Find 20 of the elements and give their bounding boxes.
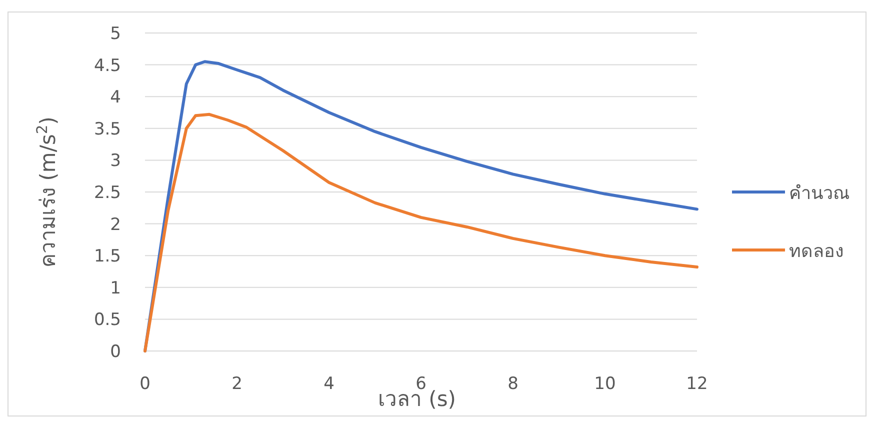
y-tick-label: 4.5 [94, 56, 121, 76]
y-tick-label: 0.5 [94, 310, 121, 330]
y-tick-label: 2.5 [94, 183, 121, 203]
y-tick-label: 1.5 [94, 246, 121, 267]
x-tick-label: 2 [232, 374, 242, 394]
legend-label: คำนวณ [789, 183, 850, 204]
legend-label: ทดลอง [789, 241, 844, 262]
y-tick-label: 1 [110, 278, 121, 298]
x-tick-label: 12 [686, 374, 708, 394]
x-tick-label: 6 [416, 374, 426, 394]
y-tick-label: 3.5 [94, 119, 121, 140]
y-tick-label: 4 [110, 88, 121, 108]
y-tick-label: 0 [110, 342, 121, 362]
y-tick-label: 2 [110, 214, 121, 235]
y-tick-label: 5 [110, 24, 121, 44]
x-tick-label: 8 [508, 374, 518, 394]
y-tick-label: 3 [110, 151, 121, 172]
x-tick-label: 0 [140, 374, 150, 394]
x-tick-label: 4 [324, 374, 334, 394]
x-tick-label: 10 [594, 374, 616, 394]
